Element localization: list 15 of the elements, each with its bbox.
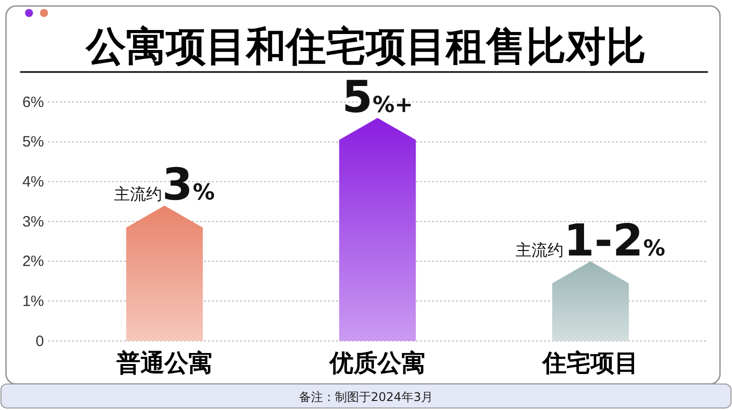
x-tick-label: 优质公寓 [328, 349, 426, 377]
y-tick-label: 6% [22, 94, 44, 111]
x-tick-label: 普通公寓 [116, 349, 212, 377]
text: 备注：制图于2024年3月 [298, 390, 434, 404]
y-tick-label: 4% [22, 173, 44, 190]
y-tick-label: 3% [22, 213, 44, 230]
annotation: 5%+ [342, 72, 414, 123]
annotation: 主流约3% [114, 160, 215, 211]
y-tick-label: 2% [22, 253, 44, 270]
bar [339, 118, 416, 341]
y-tick-label: 0 [36, 332, 44, 350]
y-tick-label: 5% [22, 134, 44, 151]
y-tick-label: 1% [22, 292, 44, 310]
x-tick-label: 住宅项目 [542, 349, 638, 377]
chart-title: 公寓项目和住宅项目租售比对比 [85, 24, 646, 70]
